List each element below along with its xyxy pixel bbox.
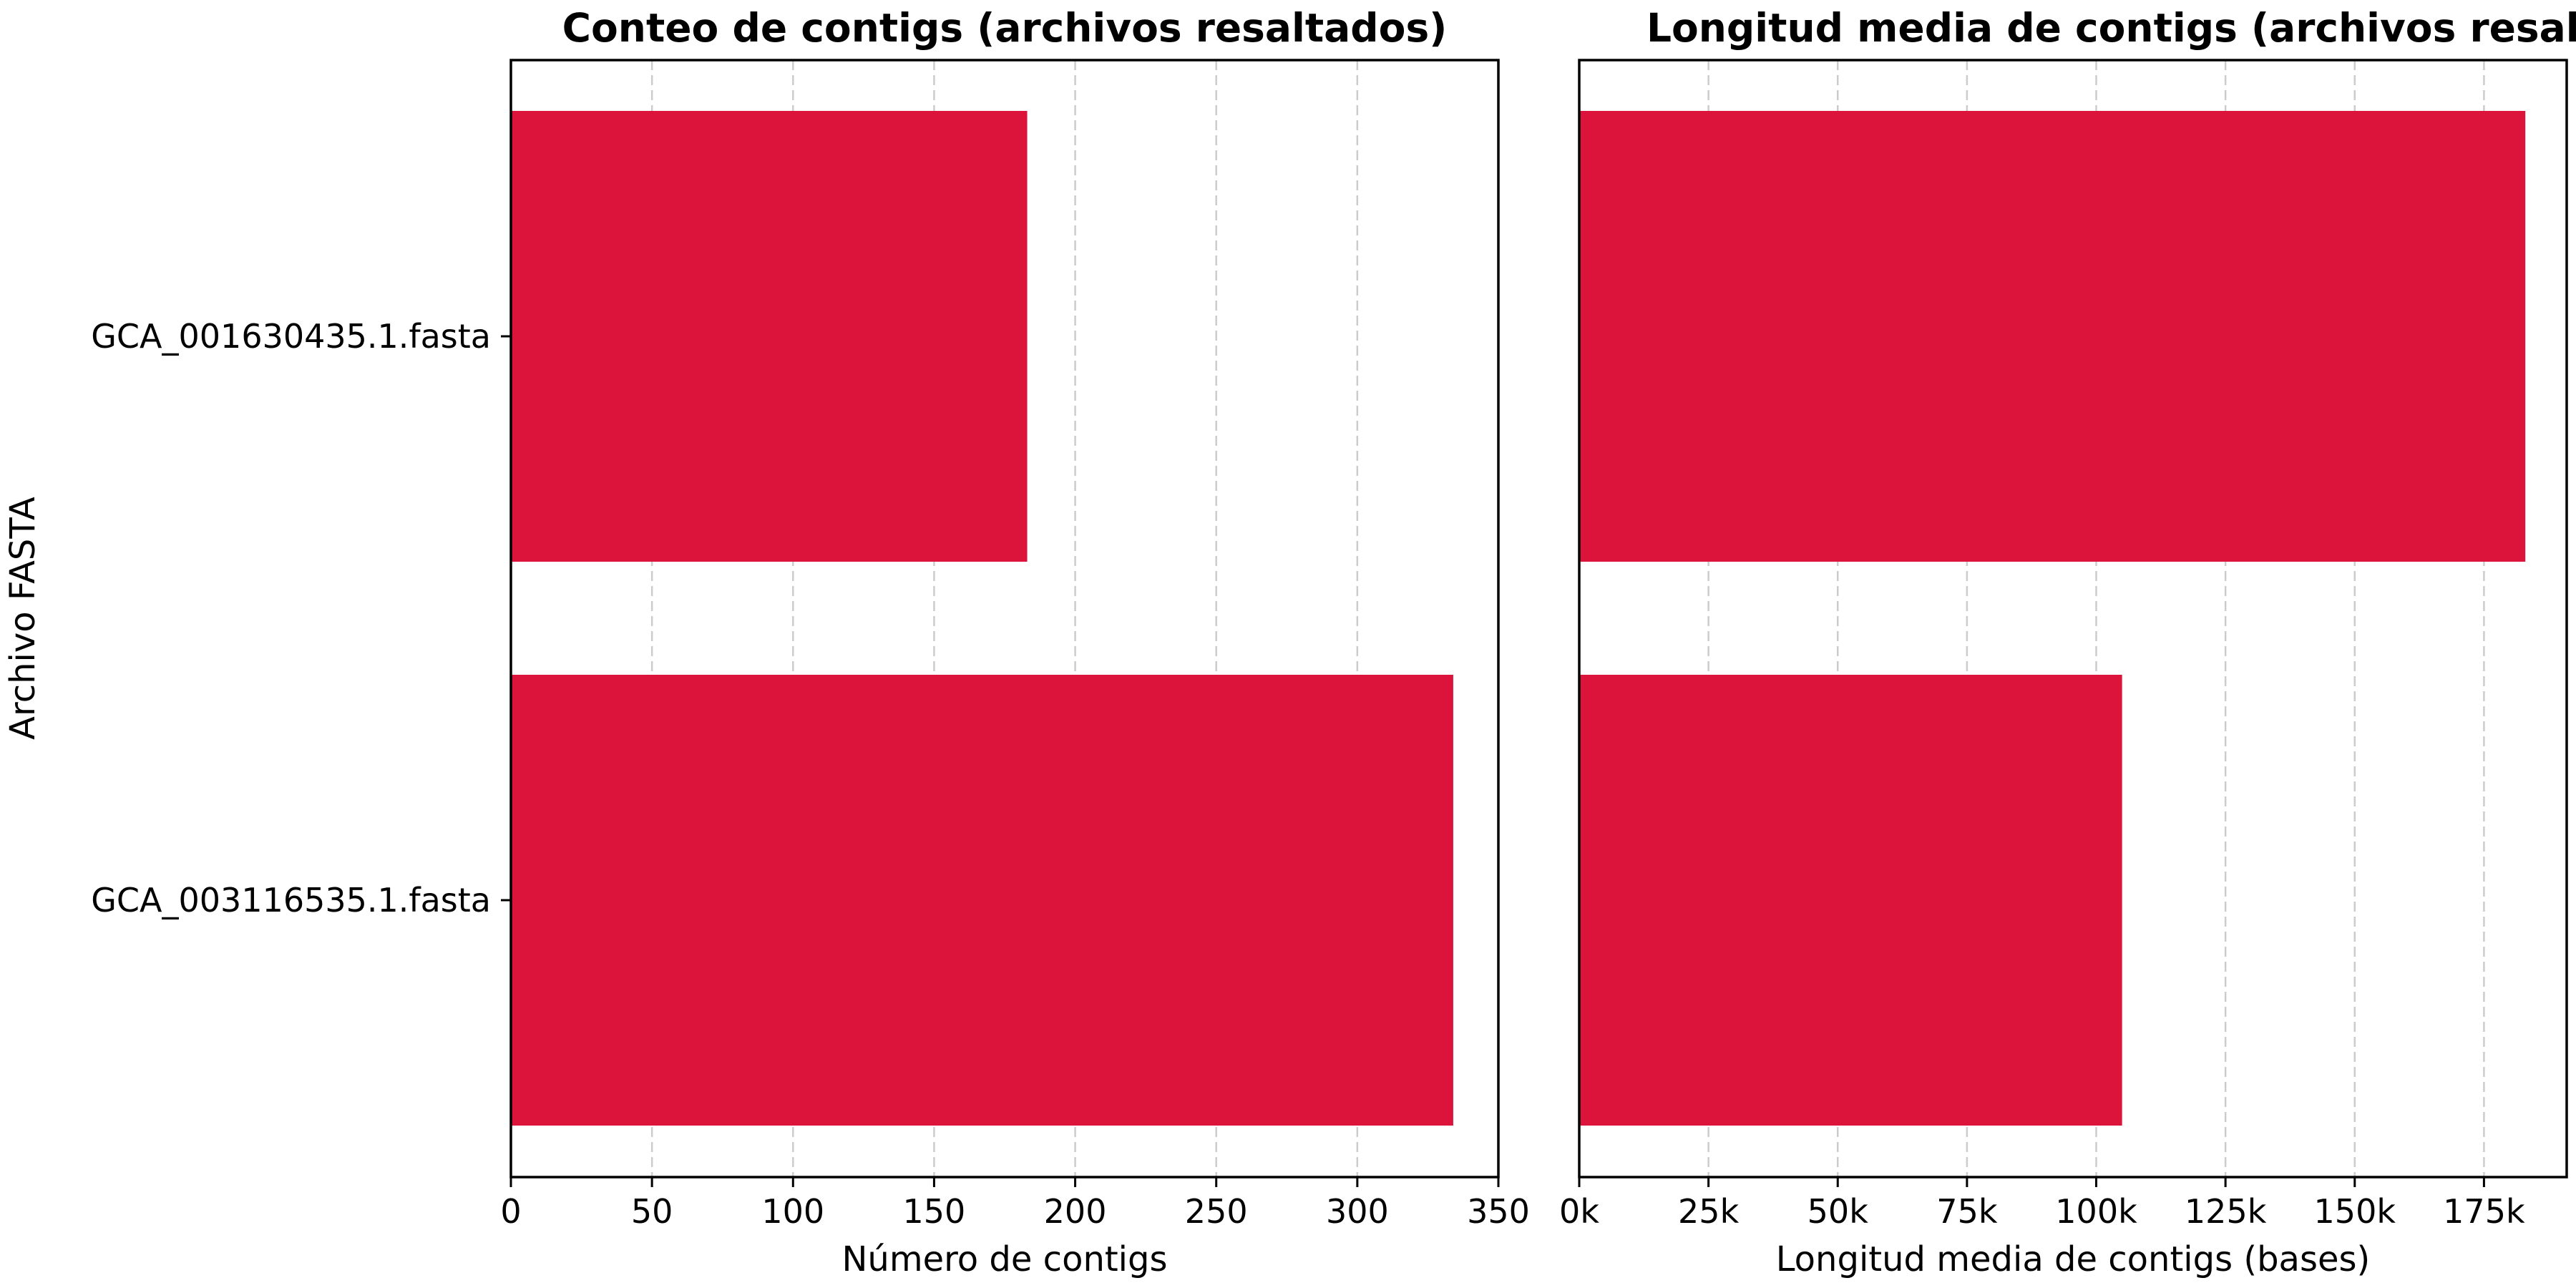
panel-contig-count: 0 50 100 150 200 250 300 350 GCA_001630435.1.fa… <box>3 5 1530 1279</box>
x-tick-label: 50 <box>631 1192 673 1231</box>
x-tick-label: 150 <box>903 1192 966 1231</box>
axes-frame <box>1578 59 2568 1179</box>
x-tick-label: 175k <box>2443 1192 2525 1231</box>
x-tick-label: 125k <box>2185 1192 2267 1231</box>
axes-frame <box>509 59 1500 1179</box>
y-ticks: GCA_001630435.1.fasta GCA_003116535.1.fas… <box>91 317 511 919</box>
y-tick-label: GCA_003116535.1.fasta <box>91 881 491 919</box>
x-tick-label: 100 <box>761 1192 824 1231</box>
bar-gca-001630435-1-fasta <box>1579 111 2526 562</box>
x-tick-label: 0 <box>500 1192 521 1231</box>
y-axis-label: Archivo FASTA <box>3 497 43 740</box>
x-tick-label: 50k <box>1807 1192 1869 1231</box>
x-tick-label: 75k <box>1936 1192 1998 1231</box>
panel-mean-length: 0k 25k 50k 75k 100k 125k 150k 175k Longitud med… <box>1559 5 2576 1279</box>
bars <box>511 111 1453 1126</box>
x-tick-label: 150k <box>2314 1192 2396 1231</box>
bar-gca-003116535-1-fasta <box>511 675 1453 1126</box>
x-ticks: 0k 25k 50k 75k 100k 125k 150k 175k <box>1559 1177 2525 1231</box>
x-ticks: 0 50 100 150 200 250 300 350 <box>500 1177 1530 1231</box>
x-tick-label: 250 <box>1185 1192 1248 1231</box>
bar-gca-001630435-1-fasta <box>511 111 1028 562</box>
x-axis-label: Longitud media de contigs (bases) <box>1776 1239 2370 1279</box>
bar-gca-003116535-1-fasta <box>1579 675 2122 1126</box>
x-tick-label: 0k <box>1559 1192 1599 1231</box>
y-tick-label: GCA_001630435.1.fasta <box>91 317 491 356</box>
chart-title: Longitud media de contigs (archivos resa… <box>1646 5 2576 51</box>
x-tick-label: 25k <box>1678 1192 1740 1231</box>
x-tick-label: 200 <box>1044 1192 1107 1231</box>
x-tick-label: 350 <box>1467 1192 1530 1231</box>
x-tick-label: 100k <box>2055 1192 2137 1231</box>
bars <box>1579 111 2526 1126</box>
x-tick-label: 300 <box>1326 1192 1389 1231</box>
chart-title: Conteo de contigs (archivos resaltados) <box>562 5 1448 51</box>
x-axis-label: Número de contigs <box>842 1239 1168 1279</box>
